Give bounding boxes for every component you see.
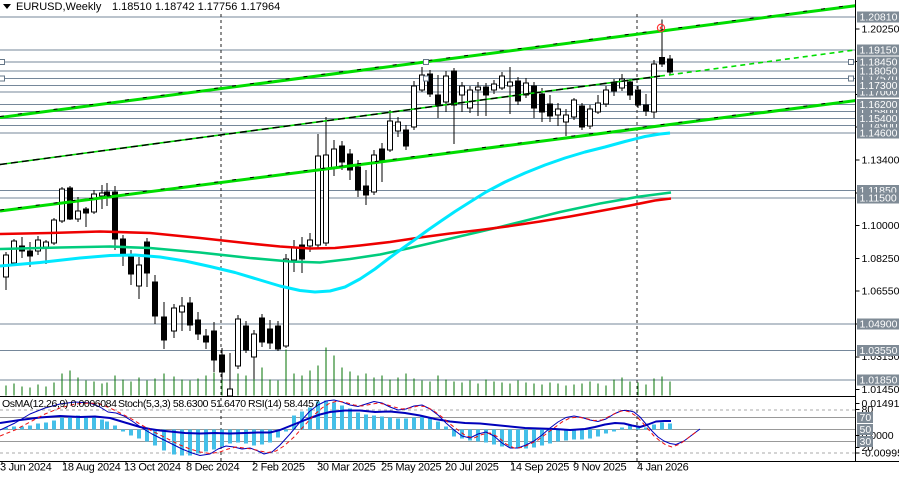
svg-text:1.11500: 1.11500 — [860, 192, 897, 204]
svg-text:14 Sep 2025: 14 Sep 2025 — [510, 462, 569, 474]
svg-text:1.03550: 1.03550 — [860, 345, 898, 357]
svg-text:2 Feb 2025: 2 Feb 2025 — [252, 462, 305, 474]
svg-text:20 Jul 2025: 20 Jul 2025 — [445, 462, 499, 474]
svg-text:13 Oct 2024: 13 Oct 2024 — [124, 462, 181, 474]
svg-text:1.20250: 1.20250 — [862, 23, 899, 35]
svg-text:1.10000: 1.10000 — [862, 220, 899, 232]
svg-text:RSI(14) 58.4457: RSI(14) 58.4457 — [248, 398, 320, 410]
svg-text:4 Jan 2026: 4 Jan 2026 — [637, 462, 689, 474]
svg-text:1.15400: 1.15400 — [860, 113, 898, 125]
svg-text:1.13400: 1.13400 — [862, 155, 899, 167]
svg-text:25 May 2025: 25 May 2025 — [381, 462, 441, 474]
svg-text:EURUSD,Weekly: EURUSD,Weekly — [16, 1, 102, 13]
svg-text:1.01450: 1.01450 — [862, 384, 899, 396]
svg-text:1.18050: 1.18050 — [860, 66, 898, 78]
svg-text:1.16200: 1.16200 — [860, 99, 898, 111]
svg-text:0.0149116: 0.0149116 — [862, 398, 899, 410]
svg-text:30 Mar 2025: 30 Mar 2025 — [317, 462, 376, 474]
svg-text:1.19150: 1.19150 — [860, 45, 898, 57]
svg-text:1.20810: 1.20810 — [860, 12, 898, 24]
svg-text:1.01850: 1.01850 — [860, 375, 898, 387]
svg-text:1.04900: 1.04900 — [860, 319, 898, 331]
svg-text:1.08250: 1.08250 — [862, 253, 899, 265]
svg-text:1.06550: 1.06550 — [862, 286, 899, 298]
svg-text:70: 70 — [860, 412, 872, 424]
svg-text:1.14600: 1.14600 — [860, 127, 898, 139]
svg-text:3 Jun 2024: 3 Jun 2024 — [0, 462, 52, 474]
svg-text:80: 80 — [862, 404, 874, 416]
svg-text:30: 30 — [860, 436, 872, 448]
svg-text:Stoch(5,3,3) 58.6300 51.6470: Stoch(5,3,3) 58.6300 51.6470 — [118, 398, 246, 410]
svg-text:OsMA(12,26,9) 0.0006084: OsMA(12,26,9) 0.0006084 — [2, 398, 117, 410]
svg-text:20: 20 — [862, 442, 874, 454]
svg-text:9 Nov 2025: 9 Nov 2025 — [573, 462, 626, 474]
svg-text:-0.0099516: -0.0099516 — [862, 447, 899, 459]
svg-text:1.18510 1.18742 1.17756 1.1796: 1.18510 1.18742 1.17756 1.17964 — [112, 1, 280, 13]
svg-text:8 Dec 2024: 8 Dec 2024 — [186, 462, 239, 474]
svg-text:18 Aug 2024: 18 Aug 2024 — [62, 462, 121, 474]
svg-text:50: 50 — [860, 424, 872, 436]
svg-text:1.17300: 1.17300 — [860, 80, 898, 92]
